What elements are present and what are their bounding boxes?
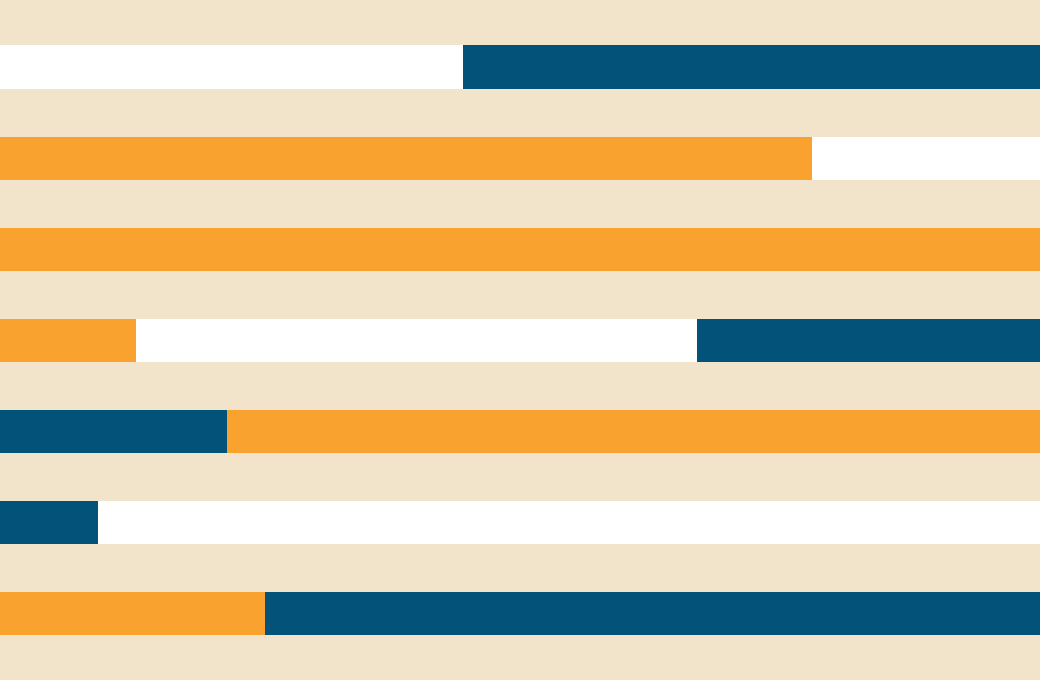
stripe-segment: [0, 45, 463, 89]
stripe-segment: [227, 410, 1040, 453]
stripe-segment: [697, 319, 1040, 362]
stripe-segment: [0, 410, 227, 453]
stripe-segment: [463, 45, 1040, 89]
stripe-segment: [0, 501, 98, 544]
stripe-segment: [812, 137, 1040, 180]
stripe-segment: [0, 228, 1040, 271]
stripe-segment: [98, 501, 1040, 544]
stripe-segment: [0, 592, 265, 635]
stripe-segment: [136, 319, 697, 362]
stripe-segment: [0, 319, 136, 362]
stripe-segment: [0, 137, 812, 180]
stripe-segment: [265, 592, 1040, 635]
